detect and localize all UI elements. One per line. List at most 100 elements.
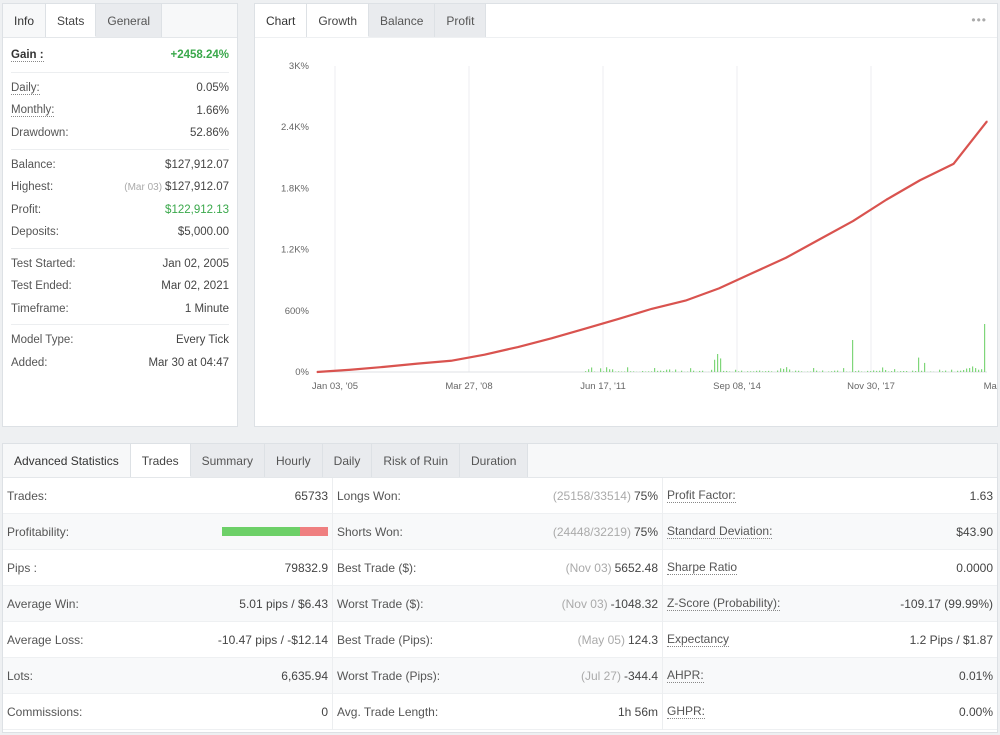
trade-volume-bar: [894, 369, 896, 372]
trade-volume-bar: [675, 369, 677, 372]
info-label: Profit:: [11, 203, 42, 216]
trade-volume-bar: [660, 370, 662, 372]
info-label[interactable]: Monthly:: [11, 104, 55, 118]
info-row-balance: Balance: $127,912.07: [11, 154, 229, 177]
info-value: 0.05%: [196, 82, 229, 95]
tab-hourly[interactable]: Hourly: [264, 444, 323, 477]
stat-value: 5.01 pips / $6.43: [239, 596, 328, 611]
trade-volume-bar: [918, 357, 920, 372]
trade-volume-bar: [723, 370, 725, 372]
tab-risk-of-ruin[interactable]: Risk of Ruin: [372, 444, 461, 477]
trade-volume-bar: [759, 370, 761, 372]
stat-ghpr: GHPR: 0.00%: [663, 694, 997, 730]
tab-stats[interactable]: Stats: [46, 4, 97, 37]
tab-trades[interactable]: Trades: [130, 444, 191, 477]
growth-point: [651, 308, 653, 310]
growth-point: [517, 346, 519, 348]
stat-label[interactable]: Z-Score (Probability):: [667, 596, 781, 611]
growth-point: [349, 369, 352, 371]
chart-tabs: Chart Growth Balance Profit: [255, 4, 997, 38]
trade-volume-bar: [606, 367, 608, 372]
tab-growth[interactable]: Growth: [307, 4, 370, 37]
stat-label: Longs Won:: [337, 488, 401, 503]
trade-volume-bar: [795, 370, 797, 372]
trade-volume-bar: [912, 370, 914, 372]
info-row-drawdown: Drawdown: 52.86%: [11, 122, 229, 145]
growth-point: [986, 120, 988, 122]
stat-value-wrap: 0.0000: [956, 561, 993, 575]
stat-label[interactable]: Profit Factor:: [667, 488, 736, 503]
more-options-icon[interactable]: •••: [971, 13, 987, 27]
stat-label[interactable]: GHPR:: [667, 704, 706, 719]
tab-balance[interactable]: Balance: [369, 4, 436, 37]
stat-label[interactable]: Expectancy: [667, 632, 730, 647]
stat-label: Avg. Trade Length:: [337, 704, 439, 719]
info-group: Test Started: Jan 02, 2005 Test Ended: Mar …: [11, 249, 229, 325]
tab-general[interactable]: General: [96, 4, 163, 37]
trade-volume-bar: [879, 370, 881, 372]
trade-volume-bar: [765, 371, 767, 372]
info-label: Deposits:: [11, 226, 59, 239]
stat-label[interactable]: Sharpe Ratio: [667, 560, 738, 575]
info-value-wrap: 52.86%: [190, 127, 229, 139]
trade-volume-bar: [669, 369, 671, 372]
tab-profit[interactable]: Profit: [435, 4, 487, 37]
trade-volume-bar: [714, 359, 716, 372]
trade-volume-bar: [756, 370, 758, 372]
tab-daily[interactable]: Daily: [322, 444, 373, 477]
stat-label: Commissions:: [7, 704, 83, 719]
trade-volume-bar: [915, 370, 917, 372]
stat-label: Average Win:: [7, 596, 79, 611]
tab-info[interactable]: Info: [3, 4, 47, 37]
trade-volume-bar: [633, 371, 635, 372]
tab-advanced-statistics[interactable]: Advanced Statistics: [3, 444, 131, 477]
info-label[interactable]: Daily:: [11, 81, 40, 95]
trade-volume-bar: [876, 370, 878, 372]
stat-value: 65733: [294, 488, 328, 503]
stat-longs-won: Longs Won: (25158/33514) 75%: [333, 478, 662, 514]
growth-point: [885, 199, 888, 201]
trade-volume-bar: [666, 369, 668, 372]
stats-panel: Advanced Statistics Trades Summary Hourl…: [2, 443, 998, 733]
gain-label[interactable]: Gain :: [11, 48, 44, 62]
tab-summary[interactable]: Summary: [190, 444, 265, 477]
tab-chart[interactable]: Chart: [255, 4, 308, 37]
trade-volume-bar: [786, 367, 788, 372]
stat-label[interactable]: AHPR:: [667, 668, 704, 683]
stat-value-wrap: 1h 56m: [618, 705, 658, 719]
info-value-wrap: 1.66%: [196, 105, 229, 117]
info-row-test-ended: Test Ended: Mar 02, 2021: [11, 275, 229, 298]
growth-point: [919, 179, 921, 181]
y-tick-label: 0%: [295, 367, 309, 378]
info-label: Model Type:: [11, 334, 74, 347]
info-row-profit: Profit: $122,912.13: [11, 199, 229, 222]
trade-volume-bar: [945, 370, 947, 372]
stat-note: (Jul 27): [580, 668, 621, 683]
trade-volume-bar: [831, 371, 833, 372]
trade-volume-bar: [888, 371, 890, 372]
trade-volume-bar: [951, 369, 953, 372]
info-value: 52.86%: [189, 127, 229, 140]
trade-volume-bar: [663, 371, 665, 372]
info-row-daily: Daily: 0.05%: [11, 77, 229, 100]
stat-value: 1.63: [969, 488, 993, 503]
stat-value: 124.3: [627, 632, 658, 647]
trade-volume-bar: [630, 371, 632, 372]
growth-point: [684, 300, 687, 302]
trade-volume-bar: [717, 354, 719, 372]
stat-label[interactable]: Standard Deviation:: [667, 524, 773, 539]
stat-lots: Lots: 6,635.94: [3, 658, 332, 694]
x-tick-label: Mar 02, ...: [984, 381, 997, 392]
info-value: $127,912.07: [165, 158, 229, 171]
growth-chart[interactable]: Jan 03, '05 Mar 27, '08 Jun 17, '11 Sep 08,…: [255, 38, 1000, 426]
trade-volume-bar: [834, 370, 836, 372]
trade-volume-bar: [828, 371, 830, 372]
stat-value: -109.17 (99.99%): [900, 596, 993, 611]
y-tick-label: 1.8K%: [281, 183, 310, 194]
trade-volume-bar: [801, 371, 803, 372]
tab-duration[interactable]: Duration: [460, 444, 529, 477]
stat-average-win: Average Win: 5.01 pips / $6.43: [3, 586, 332, 622]
info-group: Balance: $127,912.07 Highest: (Mar 03) $127,…: [11, 150, 229, 249]
stat-shorts-won: Shorts Won: (24448/32219) 75%: [333, 514, 662, 550]
stat-value-wrap: 5.01 pips / $6.43: [239, 597, 328, 611]
